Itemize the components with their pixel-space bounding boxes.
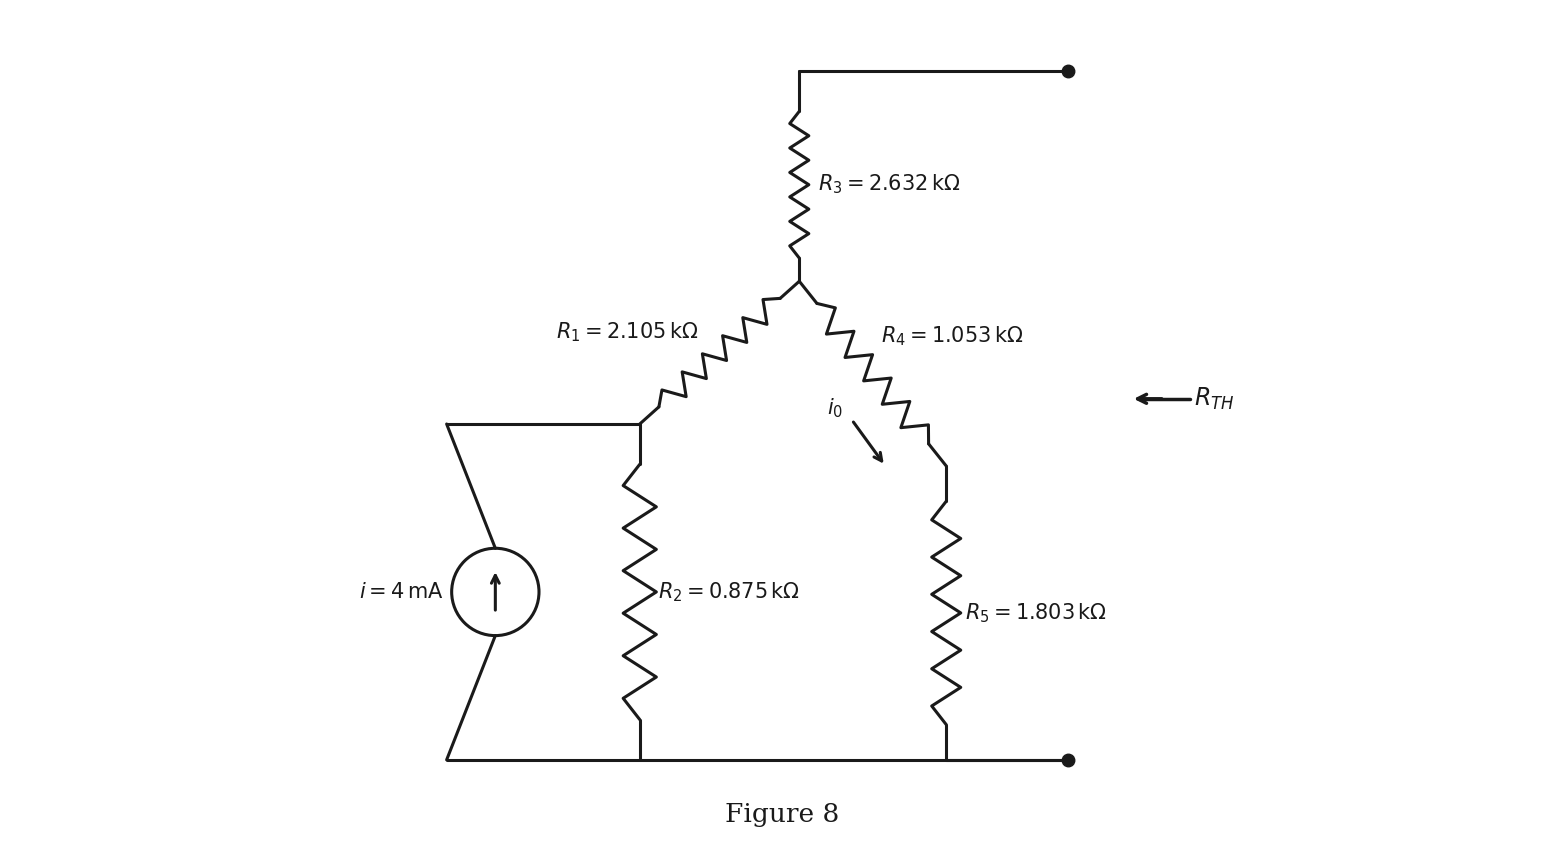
Text: $R_2 = 0.875\,\mathrm{k\Omega}$: $R_2 = 0.875\,\mathrm{k\Omega}$ [659,580,800,604]
Text: Figure 8: Figure 8 [725,802,840,827]
Text: $R_3 = 2.632\,\mathrm{k\Omega}$: $R_3 = 2.632\,\mathrm{k\Omega}$ [818,173,961,197]
Text: $i = 4\,\mathrm{mA}$: $i = 4\,\mathrm{mA}$ [358,582,443,602]
Text: $R_1 = 2.105\,\mathrm{k\Omega}$: $R_1 = 2.105\,\mathrm{k\Omega}$ [556,321,698,344]
Text: $i_0$: $i_0$ [828,396,844,420]
Text: $R_{TH}$: $R_{TH}$ [1194,386,1235,412]
Text: $R_4 = 1.053\,\mathrm{k\Omega}$: $R_4 = 1.053\,\mathrm{k\Omega}$ [881,325,1024,349]
Text: $R_5 = 1.803\,\mathrm{k\Omega}$: $R_5 = 1.803\,\mathrm{k\Omega}$ [964,601,1106,625]
